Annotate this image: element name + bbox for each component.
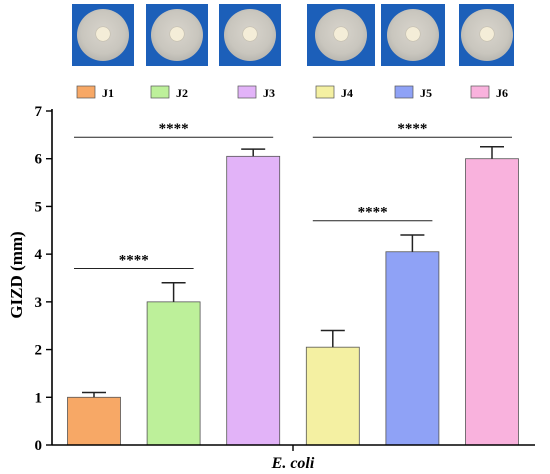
y-tick-label: 6 — [35, 152, 43, 168]
y-tick-label: 0 — [35, 438, 43, 454]
x-axis-label: E. coli — [271, 455, 315, 472]
dish-photo-j6 — [459, 4, 514, 66]
dish-photo-j3 — [219, 4, 281, 66]
significance-label: **** — [397, 121, 427, 137]
antibiotic-disk — [96, 27, 110, 41]
y-tick-label: 7 — [35, 104, 43, 120]
legend-label-j5: J5 — [420, 86, 432, 100]
legend-label-j2: J2 — [176, 86, 188, 100]
significance-label: **** — [119, 252, 149, 268]
legend-swatch-j3 — [237, 85, 257, 99]
legend-swatch-j4 — [315, 85, 335, 99]
petri-dish — [224, 9, 276, 61]
significance-label: **** — [358, 205, 388, 221]
legend-label-j6: J6 — [496, 86, 508, 100]
dish-photo-j4 — [307, 4, 375, 66]
bars — [67, 155, 519, 446]
bar-j5 — [385, 251, 440, 446]
y-tick-label: 2 — [35, 343, 43, 359]
axes: 0 1 2 3 4 5 6 7 — [35, 104, 535, 454]
petri-dish — [151, 9, 203, 61]
antibiotic-disk — [170, 27, 184, 41]
legend-label-j1: J1 — [102, 86, 114, 100]
legend-swatch-j1 — [76, 85, 96, 99]
legend-swatch-j2 — [150, 85, 170, 99]
y-axis-label: GIZD (mm) — [7, 231, 26, 318]
y-tick-label: 3 — [35, 295, 43, 311]
antibiotic-disk — [479, 27, 494, 41]
petri-dish — [77, 9, 129, 61]
dish-photo-j2 — [146, 4, 208, 66]
bar-j4 — [305, 346, 360, 446]
y-tick-label: 1 — [35, 390, 43, 406]
y-tick-label: 4 — [35, 247, 43, 263]
significance-brackets: **** **** **** **** — [74, 121, 512, 269]
bar-j2 — [146, 301, 201, 446]
legend-swatch-j6 — [470, 85, 490, 99]
legend-label-j3: J3 — [263, 86, 275, 100]
antibiotic-disk — [406, 27, 420, 41]
error-bars — [82, 146, 504, 398]
legend-swatch-j5 — [394, 85, 414, 99]
bar-j3 — [226, 155, 281, 446]
bar-j1 — [67, 396, 121, 446]
antibiotic-disk — [334, 27, 348, 41]
legend-label-j4: J4 — [341, 86, 353, 100]
y-tick-label: 5 — [35, 199, 43, 215]
significance-label: **** — [159, 121, 189, 137]
antibiotic-disk — [243, 27, 257, 41]
petri-dish — [460, 9, 513, 61]
petri-dish — [315, 9, 367, 61]
dish-photo-j5 — [381, 4, 445, 66]
dish-photo-j1 — [72, 4, 134, 66]
petri-dish — [387, 9, 439, 61]
legend: J1 J2 J3 J4 J5 J6 — [76, 85, 508, 100]
bar-j6 — [465, 158, 519, 446]
